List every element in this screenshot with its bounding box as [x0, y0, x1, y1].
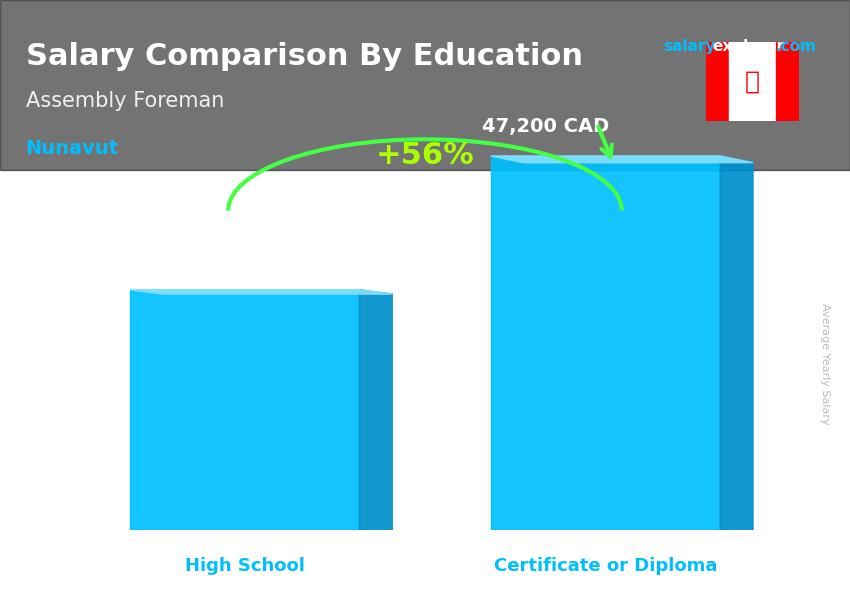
Polygon shape: [130, 290, 360, 530]
Text: Certificate or Diploma: Certificate or Diploma: [494, 558, 717, 576]
Text: explorer: explorer: [712, 39, 785, 55]
Text: Nunavut: Nunavut: [26, 139, 119, 158]
Polygon shape: [490, 156, 720, 530]
Text: Assembly Foreman: Assembly Foreman: [26, 91, 224, 111]
Text: 47,200 CAD: 47,200 CAD: [483, 117, 609, 136]
Bar: [728, 42, 775, 121]
Text: +56%: +56%: [376, 141, 474, 170]
Polygon shape: [360, 290, 392, 534]
Text: Average Yearly Salary: Average Yearly Salary: [819, 303, 830, 424]
Text: 🍁: 🍁: [745, 70, 760, 94]
Text: .com: .com: [775, 39, 816, 55]
Text: 30,300 CAD: 30,300 CAD: [122, 251, 248, 270]
Text: Salary Comparison By Education: Salary Comparison By Education: [26, 42, 582, 72]
Polygon shape: [720, 156, 753, 536]
Polygon shape: [130, 290, 392, 294]
Text: salary: salary: [663, 39, 716, 55]
Bar: [706, 42, 728, 121]
Text: High School: High School: [184, 558, 304, 576]
Bar: [775, 42, 799, 121]
Polygon shape: [490, 156, 753, 162]
